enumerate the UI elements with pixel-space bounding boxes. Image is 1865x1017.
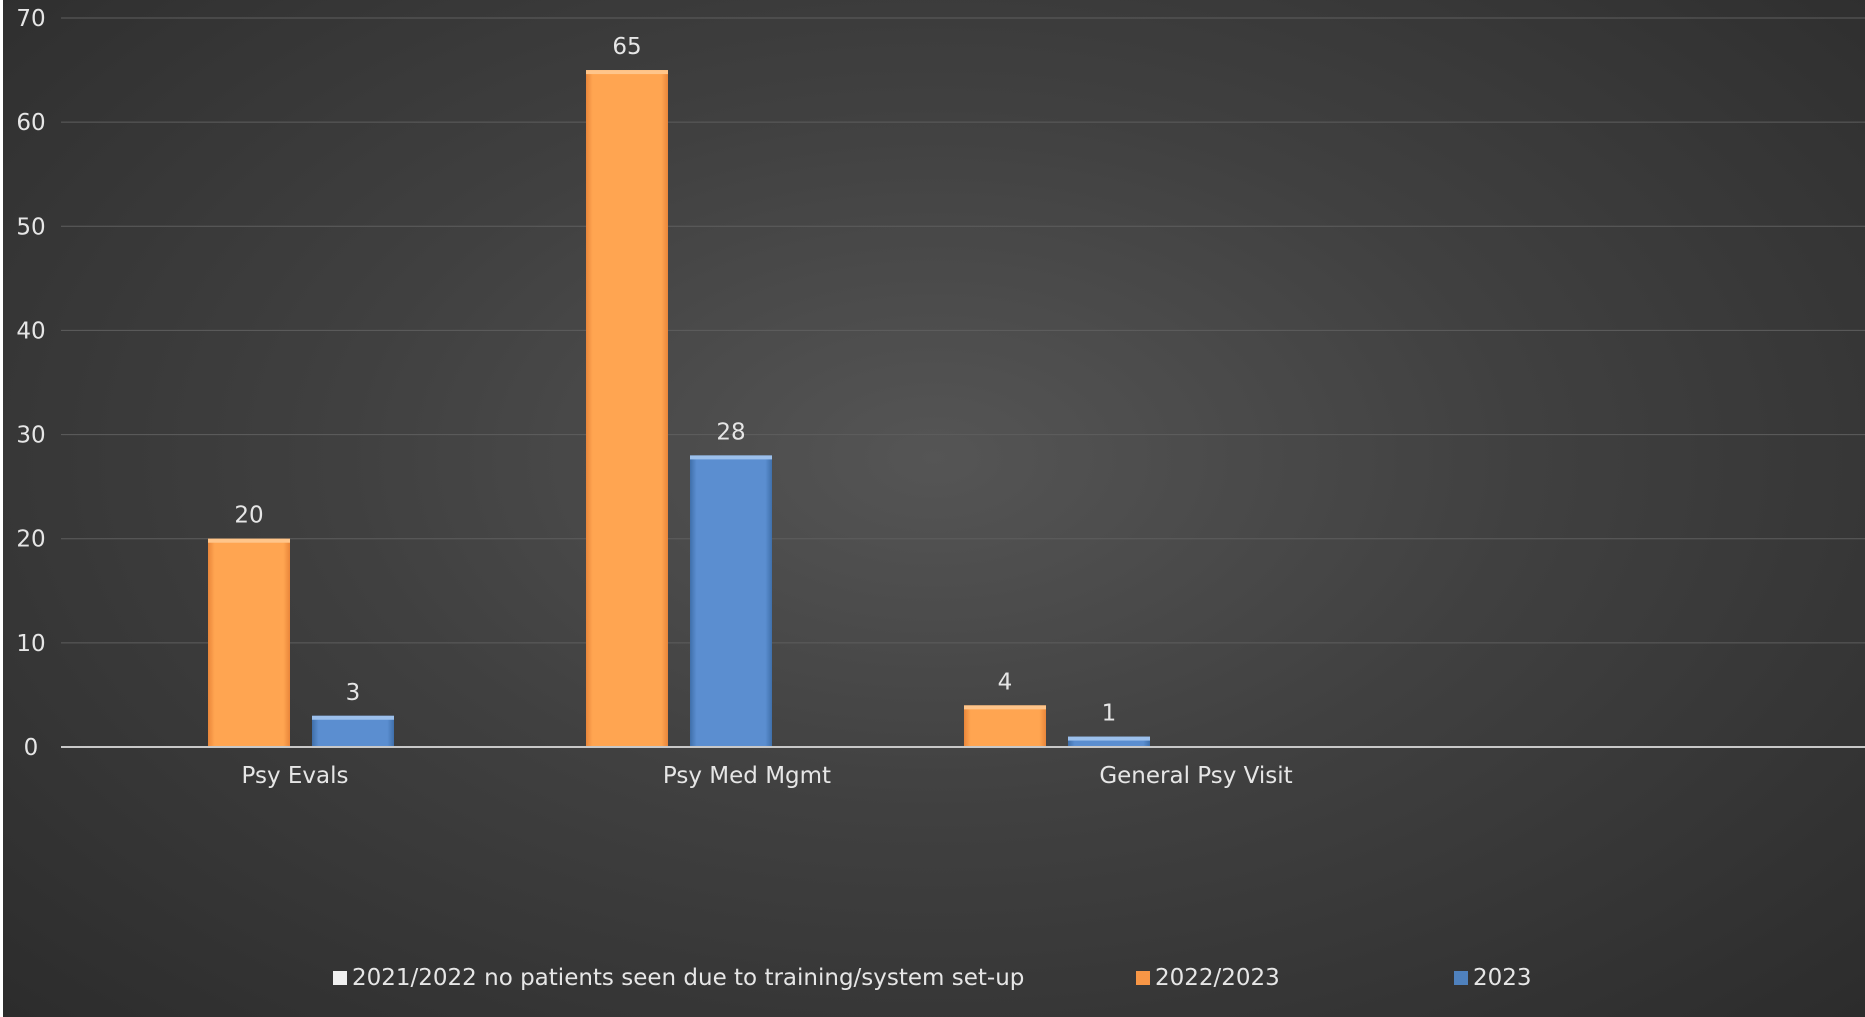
x-tick-label: Psy Med Mgmt bbox=[663, 763, 831, 789]
data-labels: 20 3 65 28 4 1 bbox=[234, 34, 1116, 727]
x-axis-tick-labels: Psy Evals Psy Med Mgmt General Psy Visit bbox=[242, 763, 1293, 789]
bar-top-bevel bbox=[964, 705, 1046, 710]
y-tick-label: 70 bbox=[16, 6, 45, 32]
data-label: 4 bbox=[998, 669, 1013, 695]
y-tick-label: 0 bbox=[24, 735, 39, 761]
bar-top-bevel bbox=[312, 715, 394, 720]
bar-top-bevel bbox=[690, 455, 772, 460]
legend-label: 2023 bbox=[1473, 965, 1532, 991]
bar bbox=[964, 705, 1046, 747]
x-tick-label: General Psy Visit bbox=[1099, 763, 1292, 789]
data-label: 28 bbox=[716, 419, 745, 445]
legend-swatch bbox=[1136, 971, 1150, 985]
y-tick-label: 20 bbox=[16, 527, 45, 553]
bar-top-bevel bbox=[586, 70, 668, 75]
bars bbox=[208, 70, 1150, 748]
bar-top-bevel bbox=[208, 538, 290, 543]
data-label: 65 bbox=[612, 34, 641, 60]
data-label: 3 bbox=[346, 680, 361, 706]
bar bbox=[586, 70, 668, 748]
y-axis-tick-labels: 0 10 20 30 40 50 60 70 bbox=[16, 6, 45, 761]
chart-area: 0 10 20 30 40 50 60 70 20 3 65 28 4 1 Psy Evals Psy M… bbox=[3, 0, 1865, 1017]
bar-chart: 0 10 20 30 40 50 60 70 20 3 65 28 4 1 Psy Evals Psy M… bbox=[16, 6, 1865, 991]
legend-swatch bbox=[1454, 971, 1468, 985]
bar-top-bevel bbox=[1068, 736, 1150, 741]
legend-label: 2022/2023 bbox=[1155, 965, 1280, 991]
bar bbox=[690, 455, 772, 747]
y-tick-label: 40 bbox=[16, 318, 45, 344]
y-tick-label: 30 bbox=[16, 423, 45, 449]
legend-swatch bbox=[333, 971, 347, 985]
y-tick-label: 50 bbox=[16, 214, 45, 240]
legend: 2021/2022 no patients seen due to traini… bbox=[333, 965, 1532, 991]
bar bbox=[312, 715, 394, 747]
bar bbox=[1068, 736, 1150, 747]
legend-label: 2021/2022 no patients seen due to traini… bbox=[352, 965, 1024, 991]
data-label: 1 bbox=[1102, 701, 1117, 727]
y-tick-label: 10 bbox=[16, 631, 45, 657]
x-tick-label: Psy Evals bbox=[242, 763, 349, 789]
gridlines bbox=[61, 17, 1865, 644]
y-tick-label: 60 bbox=[16, 110, 45, 136]
data-label: 20 bbox=[234, 503, 263, 529]
bar bbox=[208, 538, 290, 747]
